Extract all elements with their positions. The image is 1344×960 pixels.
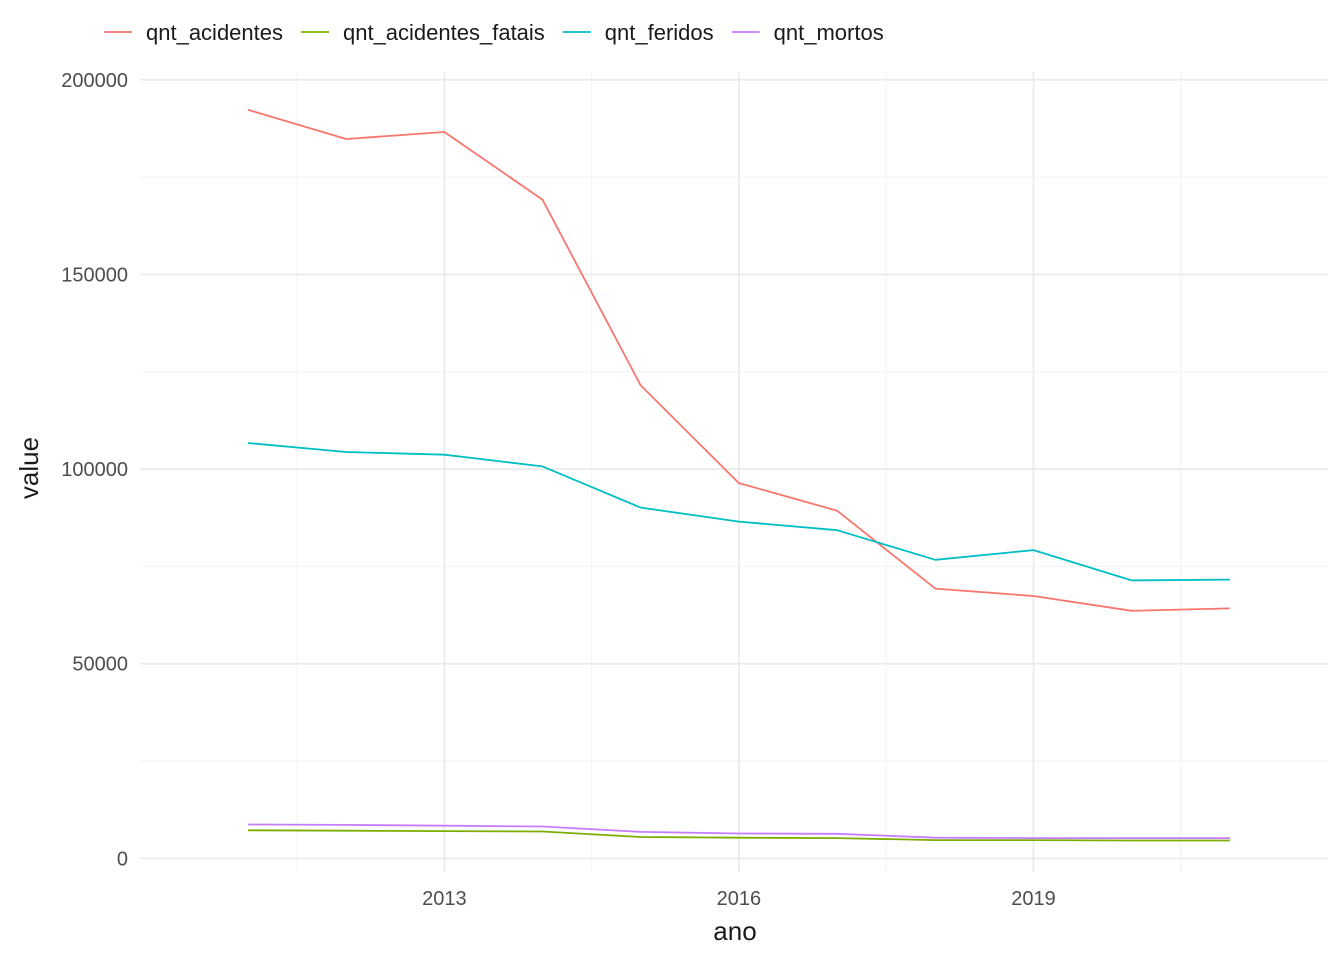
legend-item: qnt_acidentes [104, 20, 283, 45]
x-axis-title: ano [713, 916, 756, 946]
y-tick-label: 200000 [61, 70, 128, 92]
series-line-qnt-acidentes [247, 108, 1230, 612]
legend-label: qnt_acidentes_fatais [343, 20, 545, 45]
legend-label: qnt_acidentes [146, 20, 283, 45]
legend: qnt_acidentes qnt_acidentes_fatais qnt_fer… [104, 20, 884, 45]
y-tick-label: 100000 [61, 459, 128, 481]
minor-gridlines [140, 72, 1328, 872]
series-line-qnt-acidentes-fatais [247, 829, 1230, 842]
y-axis-tick-labels: 0 50000 100000 150000 200000 [61, 70, 128, 871]
y-tick-label: 150000 [61, 264, 128, 286]
y-tick-label: 50000 [72, 654, 128, 676]
x-axis-tick-labels: 2013 2016 2019 [422, 888, 1056, 910]
legend-label: qnt_feridos [605, 20, 714, 45]
legend-label: qnt_mortos [774, 20, 884, 45]
y-axis-title: value [14, 437, 44, 499]
major-gridlines [140, 72, 1328, 872]
x-tick-label: 2013 [422, 888, 467, 910]
series-lines [247, 108, 1230, 842]
series-line-qnt-feridos [247, 442, 1230, 582]
x-tick-label: 2019 [1011, 888, 1056, 910]
x-tick-label: 2016 [717, 888, 762, 910]
legend-item: qnt_mortos [731, 20, 884, 45]
legend-item: qnt_feridos [562, 20, 714, 45]
legend-item: qnt_acidentes_fatais [300, 20, 545, 45]
y-tick-label: 0 [117, 848, 128, 870]
series-line-qnt-mortos [247, 823, 1230, 839]
